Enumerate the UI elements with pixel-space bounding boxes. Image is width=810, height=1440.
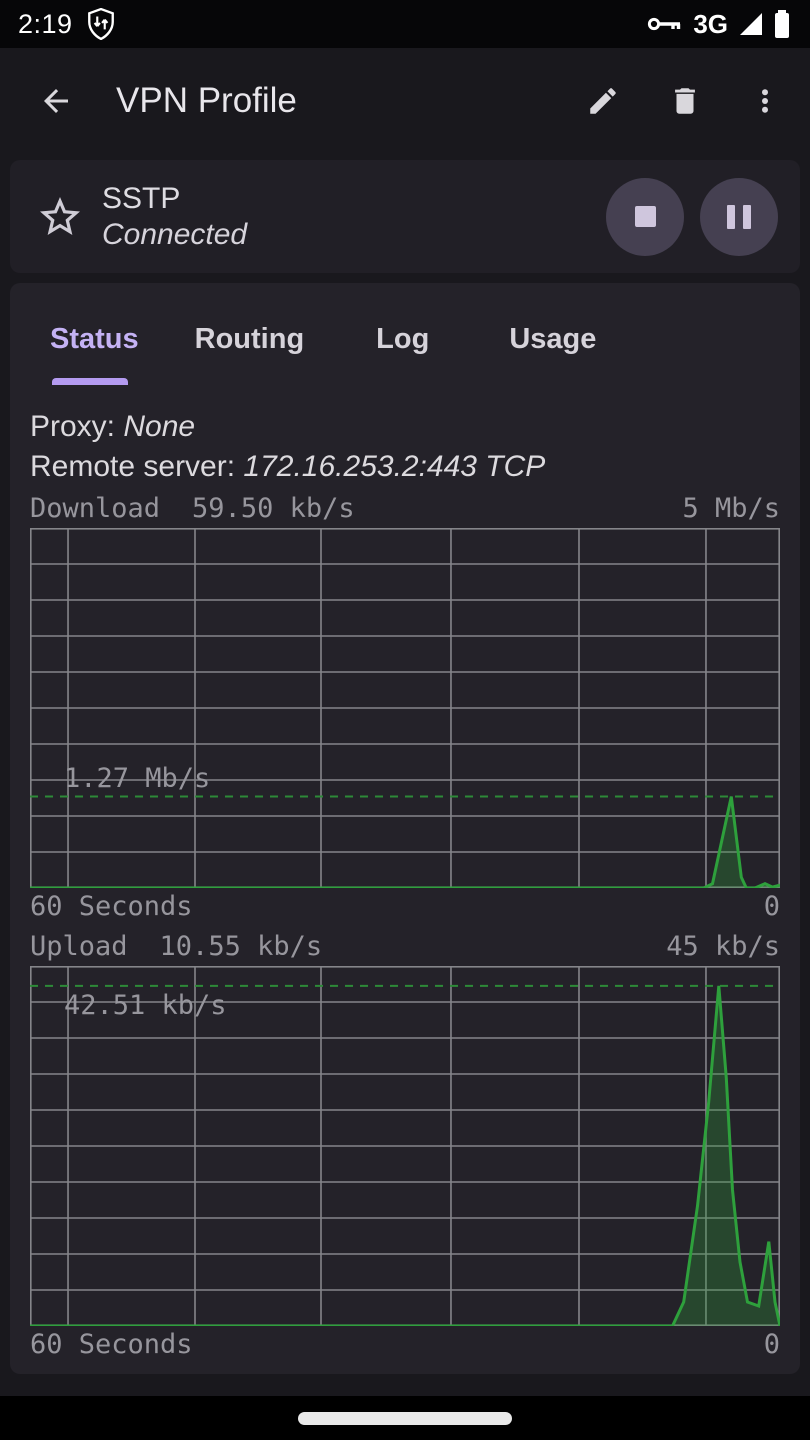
tab-bar: Status Routing Log Usage: [10, 283, 800, 385]
signal-strength-icon: [738, 11, 764, 37]
key-icon: [647, 13, 683, 35]
connection-status: Connected: [102, 217, 248, 251]
back-button[interactable]: [38, 83, 74, 119]
upload-chart-axis: 60 Seconds 0: [30, 1326, 780, 1363]
battery-icon: [774, 9, 790, 39]
upload-current-speed: 10.55 kb/s: [159, 931, 323, 962]
overflow-menu-button[interactable]: [750, 84, 780, 118]
upload-chart: 42.51 kb/s: [30, 966, 780, 1326]
pause-button[interactable]: [700, 177, 778, 256]
download-axis-max: 5 Mb/s: [682, 493, 780, 524]
status-panel: Status Routing Log Usage Proxy: None Rem…: [10, 283, 800, 1374]
clock: 2:19: [18, 8, 73, 39]
page-title: VPN Profile: [116, 81, 297, 120]
delete-button[interactable]: [668, 84, 702, 118]
app-bar: VPN Profile: [0, 48, 810, 154]
tab-usage[interactable]: Usage: [509, 323, 597, 355]
upload-axis-left: 60 Seconds: [30, 1329, 193, 1360]
download-chart-section: Download 59.50 kb/s 5 Mb/s 1.27 Mb/s 60 …: [10, 493, 800, 925]
download-chart-canvas: [30, 528, 780, 888]
status-bar: 2:19 3G: [0, 0, 810, 48]
proxy-label: Proxy:: [30, 410, 116, 443]
upload-chart-canvas: [30, 966, 780, 1326]
download-label: Download: [30, 493, 161, 524]
gesture-nav-bar: [0, 1396, 810, 1440]
download-axis-left: 60 Seconds: [30, 891, 193, 922]
upload-label: Upload: [30, 931, 128, 962]
connection-details: Proxy: None Remote server: 172.16.253.2:…: [10, 385, 800, 487]
active-tab-indicator: [52, 378, 128, 385]
upload-chart-section: Upload 10.55 kb/s 45 kb/s 42.51 kb/s 60 …: [10, 931, 800, 1363]
proxy-value: None: [123, 410, 196, 443]
download-axis-right: 0: [763, 891, 780, 922]
download-chart-axis: 60 Seconds 0: [30, 888, 780, 925]
download-chart-header: Download 59.50 kb/s 5 Mb/s: [30, 493, 780, 528]
upload-axis-max: 45 kb/s: [666, 931, 780, 962]
profile-card: SSTP Connected: [10, 160, 800, 273]
favorite-star-icon[interactable]: [36, 193, 84, 241]
gesture-handle[interactable]: [298, 1411, 512, 1425]
upload-axis-right: 0: [763, 1329, 780, 1360]
pause-icon: [727, 204, 751, 229]
remote-server-label: Remote server:: [30, 450, 236, 483]
tab-routing[interactable]: Routing: [194, 323, 305, 355]
profile-name: SSTP: [102, 181, 181, 215]
network-type-label: 3G: [693, 8, 728, 39]
download-current-speed: 59.50 kb/s: [192, 493, 355, 524]
tab-log[interactable]: Log: [376, 323, 430, 355]
vpn-shield-icon: [87, 8, 115, 40]
stop-icon: [634, 206, 656, 227]
download-chart: 1.27 Mb/s: [30, 528, 780, 888]
remote-server-line: Remote server: 172.16.253.2:443 TCP: [30, 447, 780, 487]
stop-button[interactable]: [606, 177, 684, 256]
tab-status[interactable]: Status: [50, 323, 139, 355]
edit-button[interactable]: [586, 84, 620, 118]
upload-chart-header: Upload 10.55 kb/s 45 kb/s: [30, 931, 780, 966]
proxy-line: Proxy: None: [30, 407, 780, 447]
remote-server-value: 172.16.253.2:443 TCP: [243, 450, 546, 483]
